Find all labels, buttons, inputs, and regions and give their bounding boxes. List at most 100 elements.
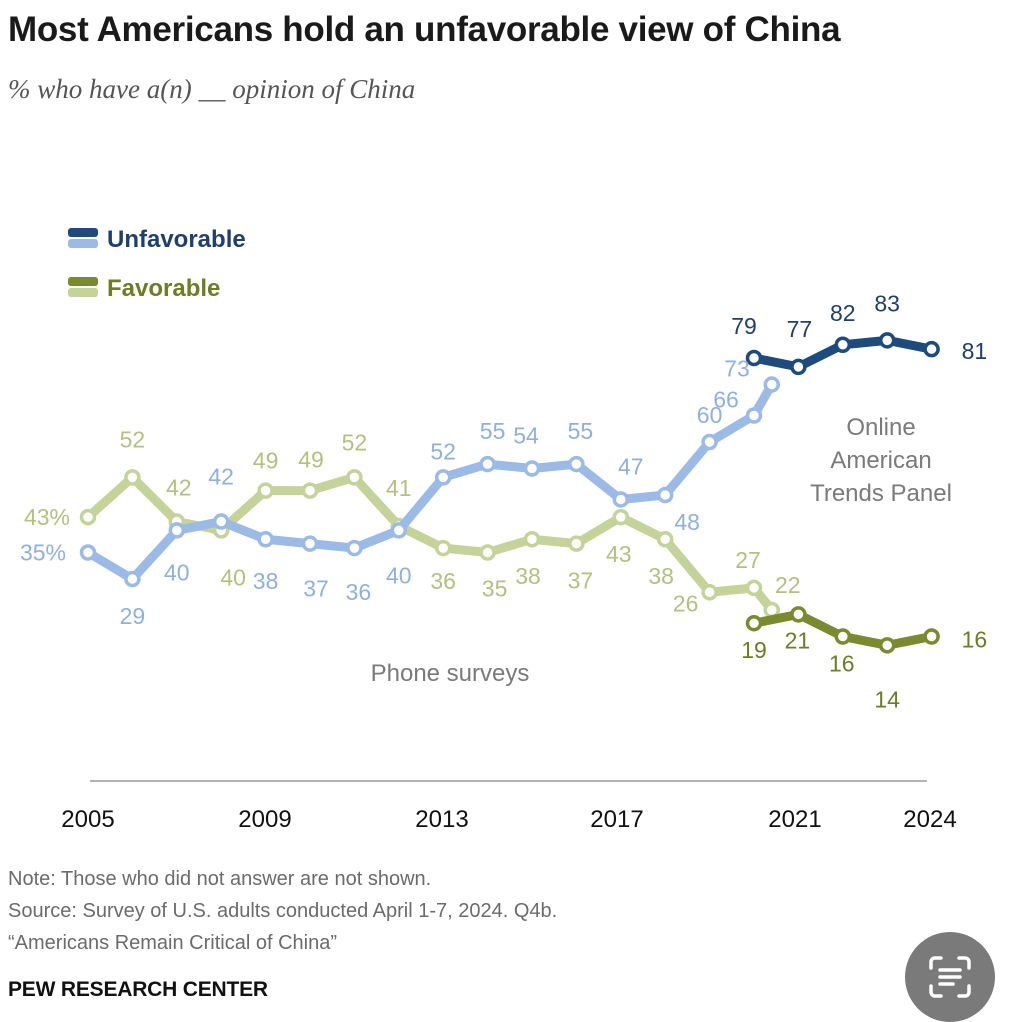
data-label-favorable-online: 16 [829, 650, 855, 676]
data-point-unfavorable-phone [523, 460, 541, 477]
data-label-favorable-phone: 42 [166, 475, 192, 501]
data-label-favorable-phone: 49 [253, 448, 279, 474]
chart-subtitle: % who have a(n) __ opinion of China [8, 74, 416, 104]
data-point-favorable-phone [523, 530, 541, 548]
x-tick-label: 2005 [61, 806, 114, 833]
line-chart: 2005 2009 2013 2017 2021 2024 35% 29 40 42 38 37 36 4… [20, 226, 988, 833]
data-label-favorable-phone: 52 [342, 429, 368, 455]
data-label-unfavorable-online: 79 [731, 313, 757, 339]
data-point-unfavorable-phone [479, 455, 496, 473]
data-point-unfavorable-phone [390, 522, 408, 539]
data-point-unfavorable-phone [124, 570, 141, 588]
data-label-favorable-phone: 26 [673, 590, 699, 616]
data-label-unfavorable-phone: 37 [303, 576, 329, 602]
brand-name: PEW RESEARCH CENTER [8, 978, 268, 1001]
x-tick-label: 2009 [238, 806, 291, 833]
legend-label-favorable: Favorable [107, 275, 220, 302]
data-point-unfavorable-online [878, 332, 896, 349]
data-point-favorable-phone [301, 482, 319, 499]
text-scan-icon [929, 956, 971, 998]
data-point-favorable-phone [656, 530, 674, 548]
legend-swatch-unfavorable-phone [68, 239, 98, 248]
data-point-favorable-phone [745, 579, 763, 597]
chart-title: Most Americans hold an unfavorable view … [8, 10, 841, 49]
data-point-unfavorable-phone [612, 491, 630, 508]
data-label-unfavorable-phone: 60 [697, 402, 723, 428]
x-tick-label: 2017 [590, 806, 643, 833]
data-label-favorable-online: 14 [874, 686, 900, 712]
data-label-unfavorable-phone: 40 [164, 559, 190, 585]
legend-swatch-favorable-online [68, 277, 98, 286]
data-label-unfavorable-phone: 52 [430, 438, 456, 464]
data-point-unfavorable-online [834, 336, 852, 354]
data-label-unfavorable-phone: 73 [724, 356, 750, 382]
data-point-favorable-phone [434, 539, 452, 557]
x-tick-label: 2024 [903, 806, 956, 833]
data-point-unfavorable-online [790, 358, 807, 376]
data-point-unfavorable-phone [745, 407, 763, 424]
data-point-favorable-online [745, 614, 763, 632]
x-tick-label: 2013 [415, 806, 468, 833]
data-label-favorable-online: 16 [962, 626, 988, 652]
data-point-favorable-phone [701, 584, 718, 601]
data-point-unfavorable-phone [568, 455, 585, 473]
data-label-unfavorable-online: 77 [787, 316, 813, 342]
data-label-unfavorable-phone: 42 [208, 464, 234, 490]
data-point-favorable-online [790, 606, 807, 623]
data-point-favorable-phone [479, 544, 496, 561]
data-point-unfavorable-phone [257, 530, 274, 548]
data-label-unfavorable-phone: 54 [513, 423, 539, 449]
text-scan-button[interactable] [905, 932, 995, 1022]
legend-label-unfavorable: Unfavorable [107, 226, 246, 253]
data-point-unfavorable-phone [346, 539, 363, 557]
data-point-unfavorable-phone [701, 433, 718, 451]
data-point-favorable-phone [124, 469, 141, 486]
data-point-favorable-phone [346, 469, 363, 486]
data-label-favorable-phone: 43% [24, 504, 70, 530]
data-point-unfavorable-phone [168, 522, 186, 539]
footnote-note: Note: Those who did not answer are not s… [8, 868, 432, 890]
data-point-unfavorable-phone [79, 544, 97, 561]
annotation-online-panel: Online [846, 414, 915, 441]
data-point-favorable-online [834, 628, 852, 645]
data-label-unfavorable-phone: 55 [568, 418, 594, 444]
data-label-favorable-phone: 38 [648, 563, 674, 589]
data-point-favorable-phone [79, 508, 97, 526]
data-point-favorable-phone [568, 535, 585, 552]
data-label-unfavorable-phone: 38 [253, 568, 279, 594]
data-label-unfavorable-phone: 55 [480, 418, 506, 444]
data-point-unfavorable-phone [656, 486, 674, 504]
data-label-unfavorable-online: 82 [830, 300, 856, 326]
annotation-online-panel: Trends Panel [810, 480, 952, 507]
legend-swatch-favorable-phone [68, 288, 98, 297]
data-label-favorable-phone: 37 [568, 568, 594, 594]
annotation-online-panel: American [830, 447, 931, 474]
footnote-report: “Americans Remain Critical of China” [8, 932, 337, 954]
data-label-unfavorable-phone: 36 [346, 579, 372, 605]
data-point-favorable-phone [612, 508, 630, 526]
data-label-unfavorable-phone: 48 [674, 509, 700, 535]
data-label-favorable-phone: 40 [220, 564, 246, 590]
data-label-favorable-phone: 35 [482, 576, 508, 602]
data-label-unfavorable-phone: 40 [386, 562, 412, 588]
data-label-favorable-phone: 36 [430, 568, 456, 594]
data-label-favorable-phone: 27 [735, 547, 761, 573]
data-label-favorable-online: 19 [741, 637, 767, 663]
data-label-unfavorable-phone: 29 [120, 603, 146, 629]
data-point-unfavorable-phone [301, 535, 319, 552]
annotation-phone-surveys: Phone surveys [371, 660, 530, 687]
data-point-unfavorable-online [923, 340, 940, 358]
legend-swatch-unfavorable-online [68, 228, 98, 237]
data-label-favorable-online: 21 [785, 627, 811, 653]
data-label-favorable-phone: 38 [515, 563, 541, 589]
x-tick-label: 2021 [768, 806, 821, 833]
data-point-unfavorable-phone [212, 513, 230, 530]
data-label-favorable-phone: 43 [606, 541, 632, 567]
data-point-unfavorable-online [745, 349, 763, 367]
data-label-favorable-phone: 49 [298, 447, 324, 473]
data-point-favorable-online [878, 637, 896, 654]
data-label-unfavorable-phone: 66 [713, 386, 739, 412]
data-label-favorable-phone: 22 [775, 572, 801, 598]
data-point-unfavorable-phone [434, 469, 452, 486]
data-point-favorable-online [923, 628, 940, 645]
